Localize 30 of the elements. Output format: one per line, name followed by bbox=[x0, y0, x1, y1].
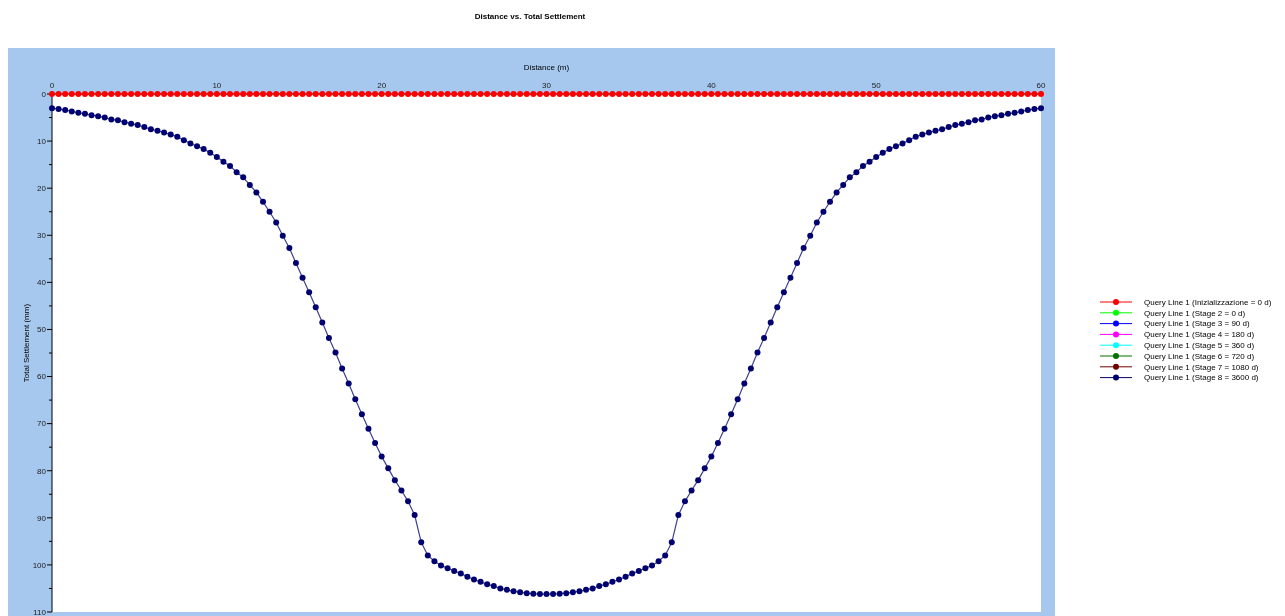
y-tick-label: 80 bbox=[37, 466, 47, 476]
y-tick-label: 50 bbox=[37, 325, 47, 335]
legend-label: Query Line 1 (Stage 5 = 360 d) bbox=[1144, 341, 1255, 350]
y-tick-label: 20 bbox=[37, 183, 47, 193]
x-tick-label: 50 bbox=[871, 81, 882, 90]
legend-label: Query Line 1 (Stage 6 = 720 d) bbox=[1144, 351, 1255, 361]
x-tick-label: 10 bbox=[212, 81, 222, 90]
x-tick-label: 40 bbox=[706, 81, 717, 90]
y-axis-title: Total Settlement (mm) bbox=[22, 303, 31, 383]
y-tick-label: 10 bbox=[37, 136, 47, 146]
y-tick-label: 60 bbox=[37, 372, 47, 382]
y-tick-label: 40 bbox=[37, 278, 47, 288]
legend-label: Query Line 1 (Stage 2 = 0 d) bbox=[1144, 308, 1246, 318]
legend-label: Query Line 1 (Stage 8 = 3600 d) bbox=[1144, 373, 1259, 383]
y-tick-label: 100 bbox=[32, 560, 47, 570]
x-tick-label: 30 bbox=[542, 81, 552, 90]
legend-label: Query Line 1 (Inizializzazione = 0 d) bbox=[1144, 297, 1272, 307]
legend-label: Query Line 1 (Stage 4 = 180 d) bbox=[1144, 330, 1255, 340]
x-tick-label: 20 bbox=[377, 81, 387, 90]
legend-label: Query Line 1 (Stage 7 = 1080 d) bbox=[1144, 362, 1259, 372]
x-tick-label: 0 bbox=[49, 81, 55, 90]
y-tick-label: 90 bbox=[37, 513, 47, 523]
y-tick-label: 30 bbox=[37, 231, 47, 241]
y-tick-label: 0 bbox=[41, 89, 47, 99]
y-tick-label: 70 bbox=[37, 419, 47, 429]
y-tick-label: 110 bbox=[33, 607, 47, 616]
x-axis-title: Distance (m) bbox=[523, 63, 570, 72]
chart-title: Distance vs. Total Settlement bbox=[474, 12, 586, 21]
legend-label: Query Line 1 (Stage 3 = 90 d) bbox=[1144, 319, 1250, 329]
x-tick-label: 60 bbox=[1036, 81, 1046, 90]
